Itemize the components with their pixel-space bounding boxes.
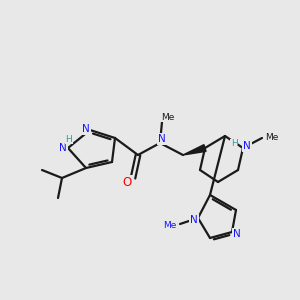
Text: O: O [122, 176, 132, 188]
Text: N: N [82, 124, 90, 134]
Text: Me: Me [265, 134, 279, 142]
Text: N: N [243, 141, 251, 151]
Text: N: N [59, 143, 67, 153]
Text: H: H [66, 134, 72, 143]
Polygon shape [183, 145, 206, 155]
Text: Me: Me [161, 112, 175, 122]
Text: N: N [190, 215, 198, 225]
Text: N: N [233, 229, 241, 239]
Text: Me: Me [163, 221, 177, 230]
Text: H: H [231, 140, 237, 148]
Text: N: N [158, 134, 166, 144]
